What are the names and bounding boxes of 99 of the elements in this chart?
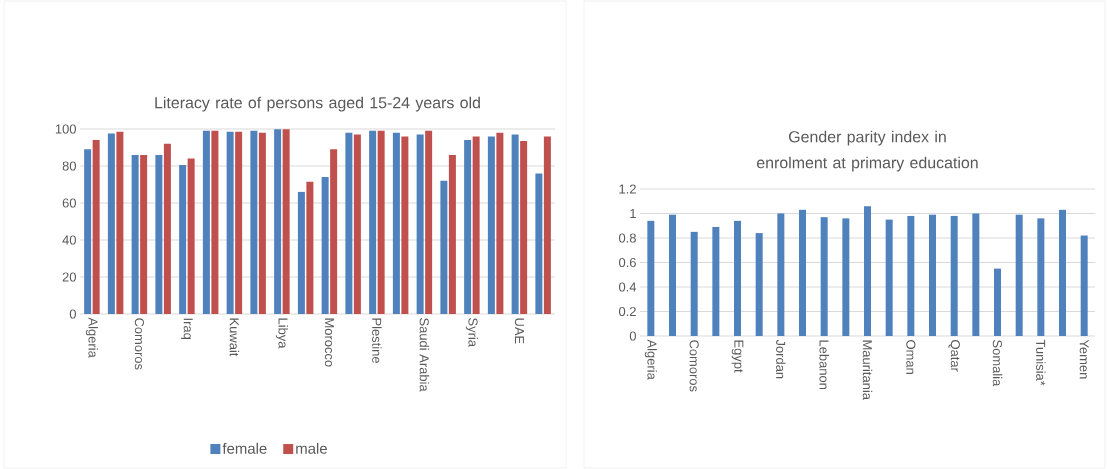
y-tick-label: 40 (62, 235, 76, 245)
x-tick-label: Comoros (689, 340, 699, 392)
bar (179, 165, 187, 314)
x-tick-label: Oman (906, 340, 916, 374)
bar (211, 130, 219, 314)
bar (282, 129, 290, 314)
bar (250, 130, 258, 314)
bar (425, 130, 433, 314)
bar (543, 136, 551, 314)
bar (84, 149, 92, 314)
x-tick-label: Iraq (181, 318, 193, 339)
bar (820, 217, 828, 336)
bar (690, 231, 698, 336)
bar (416, 134, 424, 314)
x-tick-label: Saudi Arabia (419, 318, 430, 392)
bar (1080, 235, 1088, 336)
bar (487, 136, 495, 314)
x-tick-label: Lebanon (819, 340, 829, 390)
bar (306, 181, 314, 314)
x-tick-label: Yemen (1079, 339, 1089, 379)
bar (994, 268, 1002, 336)
bar (297, 191, 305, 314)
y-tick-label: 1 (630, 209, 636, 218)
bar (131, 154, 139, 314)
x-tick-label: Syria (465, 318, 478, 348)
y-tick-label: 100 (55, 124, 76, 134)
bar (401, 136, 409, 314)
legend-label: male (296, 442, 327, 454)
bar (777, 213, 785, 336)
legend-label: female (222, 442, 267, 454)
bar (187, 158, 195, 314)
bar (885, 219, 893, 336)
bar (321, 177, 329, 314)
bar (440, 180, 448, 314)
x-tick-label: Tunisia* (1036, 339, 1046, 386)
bar (464, 140, 472, 314)
bar (1037, 218, 1045, 336)
x-tick-label: UAE (514, 318, 524, 344)
bar (226, 131, 234, 314)
bar (734, 220, 742, 336)
bar (274, 129, 282, 314)
bar (116, 131, 124, 314)
bar (950, 215, 958, 336)
bar (472, 136, 480, 314)
y-tick-label: 0.4 (618, 282, 637, 292)
bar (496, 132, 504, 314)
bar (258, 132, 266, 314)
x-tick-label: Jordan (776, 339, 786, 379)
bar (1015, 214, 1023, 336)
chart-title: Literacy rate of persons aged 15-24 years old (155, 96, 480, 112)
bar (520, 141, 528, 314)
bar (369, 130, 377, 314)
x-tick-label: Algeria (644, 339, 657, 380)
bar (235, 131, 243, 314)
x-tick-label: Somalia (992, 340, 1003, 387)
y-tick-label: 60 (62, 198, 76, 208)
bar (647, 220, 655, 336)
bar (377, 130, 385, 314)
bar (842, 218, 850, 336)
y-tick-label: 0.6 (618, 257, 636, 268)
x-tick-label: Qatar (948, 340, 960, 372)
bar (163, 143, 171, 314)
chart-title: Gender parity index in enrolment at primary education (756, 130, 978, 172)
y-tick-label: 0 (69, 309, 76, 319)
bar (202, 130, 210, 314)
bar (155, 154, 163, 314)
x-tick-label: Comoros (134, 318, 144, 370)
y-tick-label: 0.8 (618, 233, 636, 243)
bar (392, 132, 400, 314)
y-tick-label: 80 (62, 161, 76, 171)
bar (511, 134, 519, 314)
bar (1059, 209, 1067, 336)
bar (929, 214, 937, 336)
bar (864, 206, 872, 336)
bar (669, 214, 677, 336)
x-tick-label: Plestine (372, 318, 382, 363)
x-tick-label: Morocco (324, 318, 334, 367)
bar (972, 213, 980, 336)
bar (353, 134, 361, 314)
y-tick-label: 0 (629, 331, 636, 341)
bar (345, 132, 353, 314)
y-tick-label: 0.2 (618, 306, 636, 317)
bar (448, 154, 456, 314)
bar (907, 215, 915, 336)
x-tick-label: Algeria (85, 317, 98, 358)
x-tick-label: Libya (275, 318, 288, 349)
bar (330, 149, 338, 314)
y-tick-label: 1.2 (619, 184, 636, 194)
x-tick-label: Mauritania (862, 340, 873, 400)
bar (92, 140, 100, 314)
bar (799, 209, 807, 336)
bar (535, 173, 543, 314)
x-tick-label: Kuwait (229, 318, 240, 357)
bar (140, 154, 148, 314)
bar (755, 233, 763, 336)
x-tick-label: Egypt (731, 340, 744, 373)
bar (712, 226, 720, 336)
bar (107, 133, 115, 314)
y-tick-label: 20 (62, 272, 76, 282)
